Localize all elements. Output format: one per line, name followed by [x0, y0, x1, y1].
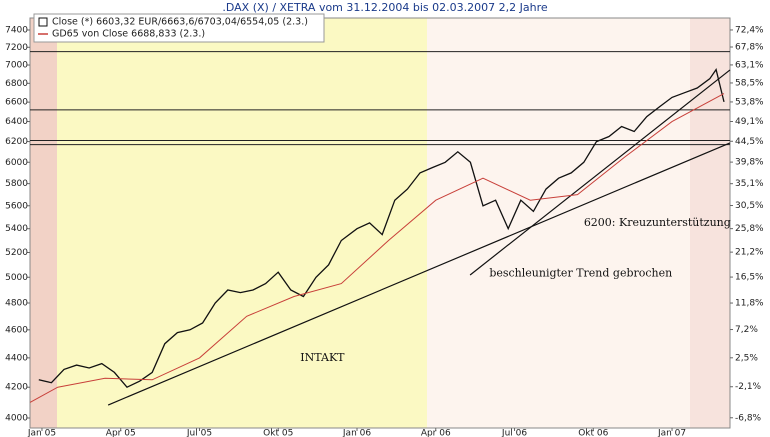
legend	[33, 13, 325, 43]
legend-label: Close (*) 6603,32 EUR/6663,6/6703,04/655…	[52, 17, 308, 28]
annotation: beschleunigter Trend gebrochen	[489, 266, 672, 279]
y-tick-label: 7200	[5, 43, 28, 53]
y-tick-label: 6800	[5, 79, 28, 89]
y2-tick-label: 30,5%	[735, 201, 764, 211]
band	[57, 18, 427, 428]
y2-tick-label: -2,1%	[735, 382, 762, 392]
plot-frame	[29, 17, 731, 429]
y-tick-label: 5200	[5, 248, 28, 258]
y2-tick-label: 11,8%	[735, 299, 764, 309]
x-tick-label: Apr 05	[106, 429, 136, 437]
x-tick-label: Jul 05	[186, 429, 212, 437]
x-tick-label: Okt 06	[578, 429, 608, 437]
series-line	[38, 68, 725, 389]
y-tick-label: 7000	[5, 61, 28, 71]
x-tick-label: Jan 05	[27, 429, 56, 437]
y-tick-label: 6200	[5, 137, 28, 147]
y-tick-label: 7400	[5, 25, 28, 35]
series-line	[29, 93, 725, 403]
x-tick-label: Okt 05	[263, 429, 293, 437]
y2-tick-label: 53,8%	[735, 97, 764, 107]
y-tick-label: 5600	[5, 201, 28, 211]
y-tick-label: 5800	[5, 179, 28, 189]
y2-tick-label: 7,2%	[735, 325, 758, 335]
trend-line	[469, 69, 731, 276]
y2-tick-label: 39,8%	[735, 158, 764, 168]
y2-tick-label: 63,1%	[735, 60, 764, 70]
annotation: INTAKT	[300, 351, 345, 364]
y2-tick-label: 35,1%	[735, 179, 764, 189]
y-tick-label: 4200	[5, 383, 28, 393]
x-tick-label: Apr 06	[421, 429, 451, 437]
y-tick-label: 5000	[5, 273, 28, 283]
band	[30, 18, 57, 428]
y2-tick-label: 72,4%	[735, 25, 764, 35]
y2-tick-label: 16,5%	[735, 273, 764, 283]
trend-line	[107, 142, 731, 406]
x-tick-label: Jan 06	[342, 429, 371, 437]
y2-tick-label: 21,2%	[735, 248, 764, 258]
y2-tick-label: 44,5%	[735, 137, 764, 147]
legend-label: GD65 von Close 6688,833 (2.3.)	[52, 29, 205, 40]
y-tick-label: 4000	[5, 413, 28, 423]
y-tick-label: 4800	[5, 298, 28, 308]
legend-swatch	[38, 17, 48, 27]
annotation: 6200: Kreuzunterstützung	[584, 216, 731, 229]
y-tick-label: 6400	[5, 117, 28, 127]
y-tick-label: 6000	[5, 158, 28, 168]
y-tick-label: 5400	[5, 224, 28, 234]
chart-title: .DAX (X) / XETRA vom 31.12.2004 bis 02.0…	[222, 1, 547, 14]
y-tick-label: 4600	[5, 325, 28, 335]
y2-tick-label: 25,8%	[735, 224, 764, 234]
y2-tick-label: 67,8%	[735, 43, 764, 53]
y-tick-label: 6600	[5, 98, 28, 108]
y2-tick-label: 58,5%	[735, 78, 764, 88]
y2-tick-label: 2,5%	[735, 353, 758, 363]
x-tick-label: Jan 07	[657, 429, 686, 437]
x-tick-label: Jul 06	[501, 429, 527, 437]
y2-tick-label: 49,1%	[735, 117, 764, 127]
band	[427, 18, 690, 428]
y-tick-label: 4400	[5, 353, 28, 363]
y2-tick-label: -6,8%	[735, 413, 762, 423]
